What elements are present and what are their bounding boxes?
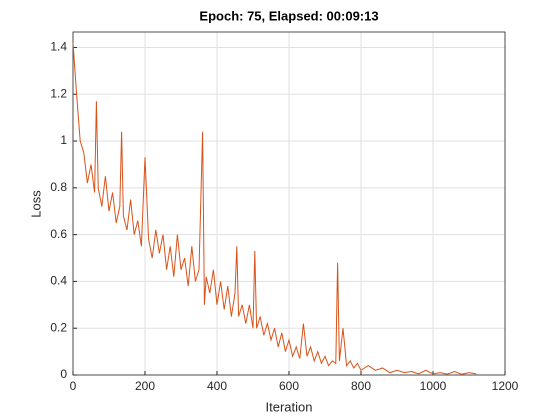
axes-box [72,31,506,376]
y-axis-label: Loss [28,190,43,218]
y-tick-label: 0.8 [50,180,67,194]
x-tick-label: 400 [207,379,227,393]
y-tick-label: 0 [60,367,67,381]
y-tick-label: 0.4 [50,274,67,288]
x-tick-label: 1000 [420,379,447,393]
y-tick-label: 0.6 [50,227,67,241]
y-tick-label: 1.2 [50,86,67,100]
x-tick-label: 1200 [492,379,519,393]
x-tick-label: 0 [70,379,77,393]
y-tick-label: 1.4 [50,40,67,54]
y-tick-label: 1 [60,133,67,147]
x-tick-label: 200 [135,379,155,393]
x-tick-label: 600 [279,379,299,393]
chart-title: Epoch: 75, Elapsed: 00:09:13 [199,8,378,23]
y-tick-label: 0.2 [50,320,67,334]
x-tick-label: 800 [351,379,371,393]
x-axis-label: Iteration [266,399,313,414]
loss-line [72,42,477,375]
